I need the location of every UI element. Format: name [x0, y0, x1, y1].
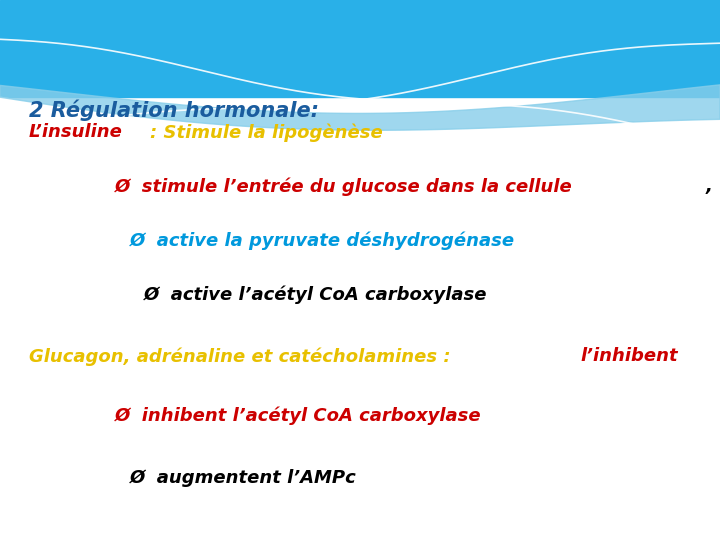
Text: Ø  inhibent l’acétyl CoA carboxylase: Ø inhibent l’acétyl CoA carboxylase — [115, 407, 482, 425]
Text: l’inhibent: l’inhibent — [581, 347, 678, 366]
Text: Ø  active la pyruvate déshydrogénase: Ø active la pyruvate déshydrogénase — [130, 231, 515, 249]
Text: L’insuline: L’insuline — [29, 123, 122, 141]
Text: Ø  active l’acétyl CoA carboxylase: Ø active l’acétyl CoA carboxylase — [144, 285, 487, 303]
Text: ,: , — [706, 177, 713, 195]
Bar — [0, 0, 720, 97]
Text: Ø  stimule l’entrée du glucose dans la cellule: Ø stimule l’entrée du glucose dans la ce… — [115, 177, 573, 195]
Text: 2 Régulation hormonale:: 2 Régulation hormonale: — [29, 100, 319, 122]
Text: Ø  augmentent l’AMPc: Ø augmentent l’AMPc — [130, 469, 356, 487]
Text: : Stimule la lipogènèse: : Stimule la lipogènèse — [150, 123, 382, 141]
Text: Glucagon, adrénaline et catécholamines :: Glucagon, adrénaline et catécholamines : — [29, 347, 456, 366]
